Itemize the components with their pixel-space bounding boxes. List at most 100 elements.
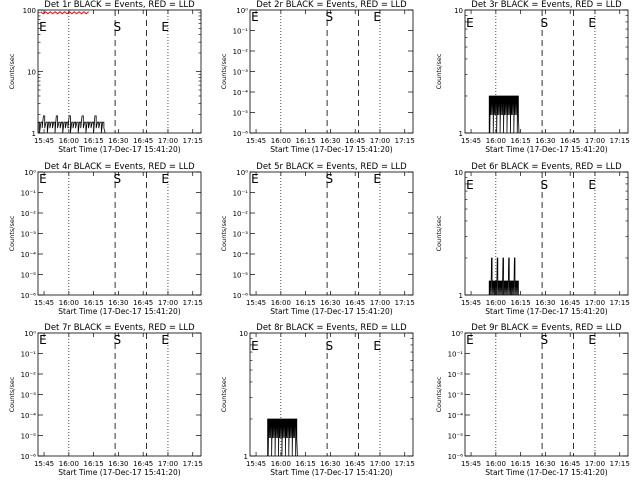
y-tick-label: 10⁻³ bbox=[21, 231, 37, 239]
lld-trace bbox=[40, 11, 89, 15]
y-tick-label: 10⁻³ bbox=[21, 392, 37, 400]
y-tick-label: 10⁻⁶ bbox=[233, 130, 249, 138]
x-tick-label: 16:00 bbox=[59, 299, 79, 307]
events-trace bbox=[267, 418, 298, 457]
y-tick-label: 10⁻² bbox=[233, 48, 249, 56]
y-tick-label: 10 bbox=[454, 7, 463, 15]
interval-letter: E bbox=[466, 16, 474, 30]
y-tick-label: 10⁻⁴ bbox=[233, 251, 249, 259]
panel-title: Det 6r BLACK = Events, RED = LLD bbox=[471, 162, 622, 172]
y-tick-label: 10⁻¹ bbox=[233, 190, 249, 198]
plot-frame bbox=[464, 332, 629, 457]
x-tick-label: 16:00 bbox=[59, 460, 79, 468]
x-tick-label: 17:00 bbox=[370, 299, 390, 307]
y-tick-label: 10⁻⁶ bbox=[448, 453, 464, 461]
x-tick-label: 16:00 bbox=[271, 299, 291, 307]
panel-title: Det 7r BLACK = Events, RED = LLD bbox=[44, 323, 195, 333]
y-tick-label: 10⁻⁴ bbox=[21, 251, 37, 259]
x-tick-label: 15:45 bbox=[34, 137, 54, 145]
panel-title: Det 3r BLACK = Events, RED = LLD bbox=[471, 0, 622, 10]
x-tick-label: 15:45 bbox=[34, 299, 54, 307]
events-trace bbox=[488, 257, 519, 296]
y-tick-label: 10⁻¹ bbox=[21, 190, 37, 198]
x-tick-label: 16:15 bbox=[511, 460, 531, 468]
x-tick-label: 16:00 bbox=[486, 460, 506, 468]
y-tick-label: 10⁻³ bbox=[448, 392, 464, 400]
interval-letter: E bbox=[161, 172, 169, 186]
panel-title: Det 8r BLACK = Events, RED = LLD bbox=[256, 323, 407, 333]
x-tick-label: 16:15 bbox=[511, 137, 531, 145]
x-tick-label: 17:15 bbox=[610, 460, 630, 468]
detector-panel: Det 8r BLACK = Events, RED = LLD E S E 15:45… bbox=[220, 323, 415, 477]
interval-letter: S bbox=[540, 333, 548, 347]
x-tick-label: 16:00 bbox=[271, 460, 291, 468]
x-tick-label: 16:15 bbox=[511, 299, 531, 307]
plot-frame bbox=[37, 171, 202, 296]
y-tick-label: 1 bbox=[32, 130, 36, 138]
x-tick-label: 16:15 bbox=[84, 460, 104, 468]
y-tick-label: 10⁻⁵ bbox=[233, 110, 249, 118]
y-axis-title: Counts/sec bbox=[220, 376, 228, 412]
interval-letter: E bbox=[251, 10, 259, 24]
x-tick-label: 16:45 bbox=[560, 137, 580, 145]
y-axis-title: Counts/sec bbox=[8, 53, 16, 89]
y-tick-label: 10 bbox=[27, 69, 36, 77]
x-tick-label: 16:30 bbox=[535, 460, 555, 468]
x-tick-label: 16:45 bbox=[345, 299, 365, 307]
panel-title: Det 2r BLACK = Events, RED = LLD bbox=[256, 0, 407, 10]
y-tick-label: 1 bbox=[244, 453, 248, 461]
x-tick-label: 17:00 bbox=[370, 137, 390, 145]
x-tick-label: 17:00 bbox=[585, 460, 605, 468]
x-axis-title: Start Time (17-Dec-17 15:41:20) bbox=[58, 468, 180, 477]
interval-letter: E bbox=[588, 333, 596, 347]
y-tick-label: 10⁰ bbox=[451, 330, 463, 338]
interval-letter: E bbox=[466, 178, 474, 192]
y-tick-label: 10⁻⁵ bbox=[21, 433, 37, 441]
y-tick-label: 10⁰ bbox=[24, 169, 36, 177]
x-tick-label: 16:15 bbox=[296, 299, 316, 307]
x-tick-label: 17:00 bbox=[158, 299, 178, 307]
x-tick-label: 16:45 bbox=[345, 137, 365, 145]
x-tick-label: 17:00 bbox=[370, 460, 390, 468]
x-tick-label: 15:45 bbox=[34, 460, 54, 468]
y-tick-label: 1 bbox=[459, 130, 463, 138]
x-tick-label: 16:15 bbox=[84, 299, 104, 307]
interval-letter: S bbox=[540, 178, 548, 192]
y-tick-label: 10 bbox=[454, 169, 463, 177]
y-tick-label: 100 bbox=[23, 7, 36, 15]
y-tick-label: 10⁻⁵ bbox=[448, 433, 464, 441]
panel-title: Det 1r BLACK = Events, RED = LLD bbox=[44, 0, 195, 10]
x-tick-label: 15:45 bbox=[461, 137, 481, 145]
y-tick-label: 10⁻⁴ bbox=[21, 412, 37, 420]
events-trace bbox=[488, 95, 520, 134]
interval-letter: E bbox=[373, 172, 381, 186]
interval-letter: S bbox=[540, 16, 548, 30]
panel-title: Det 5r BLACK = Events, RED = LLD bbox=[256, 162, 407, 172]
x-tick-label: 16:30 bbox=[108, 299, 128, 307]
x-tick-label: 15:45 bbox=[246, 460, 266, 468]
x-axis-title: Start Time (17-Dec-17 15:41:20) bbox=[485, 307, 607, 316]
x-tick-label: 17:15 bbox=[610, 299, 630, 307]
plot-frame bbox=[249, 171, 414, 296]
x-tick-label: 16:15 bbox=[84, 137, 104, 145]
x-axis-title: Start Time (17-Dec-17 15:41:20) bbox=[270, 468, 392, 477]
y-axis-title: Counts/sec bbox=[435, 376, 443, 412]
y-tick-label: 10⁻⁴ bbox=[448, 412, 464, 420]
x-tick-label: 16:00 bbox=[59, 137, 79, 145]
y-tick-label: 1 bbox=[459, 292, 463, 300]
x-tick-label: 16:45 bbox=[133, 137, 153, 145]
y-tick-label: 10⁻¹ bbox=[233, 28, 249, 36]
x-tick-label: 16:45 bbox=[560, 460, 580, 468]
x-tick-label: 17:00 bbox=[158, 137, 178, 145]
interval-letter: E bbox=[161, 333, 169, 347]
x-tick-label: 17:15 bbox=[395, 137, 415, 145]
x-tick-label: 16:15 bbox=[296, 137, 316, 145]
interval-letter: S bbox=[113, 20, 121, 34]
interval-letter: E bbox=[588, 16, 596, 30]
